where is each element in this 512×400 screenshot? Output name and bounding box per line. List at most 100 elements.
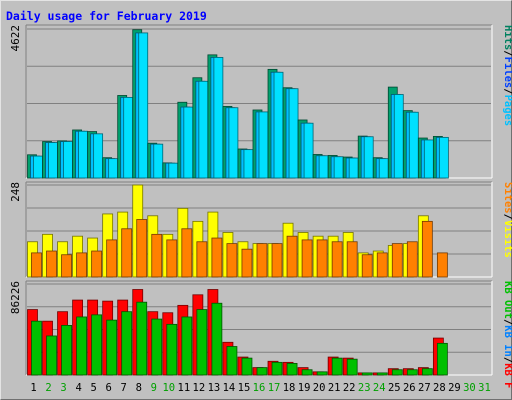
legend-entry: Pages [502, 95, 512, 127]
bar-pages [183, 106, 194, 179]
bar-sites [76, 252, 87, 278]
bar-pages [243, 149, 254, 179]
x-tick-label: 2 [45, 382, 51, 394]
x-tick-label: 20 [313, 382, 326, 394]
bar-kb-out [196, 309, 208, 376]
legend-separator: / [502, 357, 512, 363]
bar-kb-out [256, 367, 268, 376]
bar-kb-out [436, 342, 448, 376]
x-tick-label: 17 [268, 382, 281, 394]
bar-pages [123, 97, 134, 179]
bar-pages [348, 157, 359, 179]
bar-pages [393, 94, 404, 179]
x-tick-label: 24 [373, 382, 386, 394]
bar-sites [181, 228, 193, 278]
x-tick-label: 30 [463, 382, 476, 394]
bar-pages [273, 71, 284, 179]
legend-entry: KB In [502, 325, 512, 357]
bar-kb-out [421, 368, 433, 376]
legend-entry: Files [502, 57, 512, 89]
x-tick-label: 22 [343, 382, 356, 394]
x-tick-label: 8 [136, 382, 142, 394]
bar-sites [331, 241, 343, 278]
bar-kb-out [346, 358, 358, 376]
bar-kb-out [271, 361, 283, 376]
bar-kb-out [376, 372, 388, 376]
bar-pages [408, 111, 419, 179]
bar-pages [363, 136, 374, 179]
bar-kb-out [181, 316, 193, 376]
legend-entry: Sites [502, 182, 512, 214]
bar-kb-out [46, 335, 57, 376]
bar-pages [48, 142, 58, 179]
bar-sites [346, 241, 358, 278]
x-tick-label: 16 [253, 382, 266, 394]
y-max-label: 248 [9, 182, 22, 202]
bar-kb-out [61, 324, 72, 376]
bar-sites [46, 250, 57, 278]
bar-sites [121, 228, 133, 278]
bar-pages [438, 136, 449, 179]
bar-pages [93, 133, 104, 179]
bar-pages [423, 139, 434, 179]
bar-sites [421, 220, 433, 278]
bar-kb-out [76, 316, 87, 376]
bar-sites [301, 239, 313, 278]
bar-pages [33, 155, 43, 179]
legend-entry: Hits [502, 25, 512, 50]
bar-sites [136, 219, 148, 278]
bar-kb-out [226, 346, 238, 376]
bar-kb-out [286, 362, 298, 376]
legend-kbytes: KB Out/KB In/KB F [502, 281, 512, 389]
bar-sites [361, 254, 373, 278]
bar-sites [61, 254, 72, 278]
legend-separator: / [502, 88, 512, 94]
bar-kb-out [136, 301, 148, 376]
bar-sites [376, 252, 388, 278]
x-tick-label: 27 [418, 382, 431, 394]
bar-pages [288, 88, 299, 179]
bar-pages [153, 143, 164, 179]
x-axis-labels: 1 2 3 4 5 6 7 8 9 10 11 12 13 14 15 16 17 18 19 20 21 22 23 24 2… [30, 382, 490, 394]
bar-sites [166, 239, 178, 278]
y-max-label: 4622 [9, 25, 22, 52]
bar-pages [78, 130, 88, 179]
x-tick-label: 19 [298, 382, 311, 394]
bar-pages [63, 141, 73, 179]
bar-sites [106, 239, 118, 278]
x-tick-label: 12 [193, 382, 206, 394]
bar-kb-out [166, 323, 178, 376]
bar-sites [256, 243, 268, 278]
bar-sites [406, 241, 418, 278]
bar-kb-out [211, 302, 223, 376]
bar-kb-out [331, 357, 343, 376]
bar-sites [391, 243, 403, 278]
x-tick-label: 10 [162, 382, 175, 394]
bar-pages [198, 80, 209, 179]
bar-kb-out [151, 318, 163, 376]
x-tick-label: 18 [283, 382, 296, 394]
legend-hits: Hits/Files/Pages [502, 25, 512, 126]
x-tick-label: 14 [223, 382, 236, 394]
bar-sites [241, 248, 253, 278]
x-tick-label: 26 [403, 382, 416, 394]
bar-kb-out [121, 311, 133, 376]
legend-entry: KB Out [502, 281, 512, 319]
bar-sites [271, 243, 283, 278]
bar-kb-out [31, 320, 42, 376]
x-tick-label: 11 [178, 382, 191, 394]
bar-kb-out [301, 369, 313, 376]
bar-sites [316, 239, 328, 278]
x-tick-label: 1 [30, 382, 36, 394]
bar-sites [226, 243, 238, 278]
legend-entry: Visits [502, 220, 512, 258]
x-tick-label: 13 [208, 382, 221, 394]
legend-separator: / [502, 50, 512, 56]
bar-kb-out [361, 372, 373, 376]
legend-visits: Sites/Visits [502, 182, 512, 258]
bar-pages [228, 107, 239, 179]
x-tick-label: 6 [106, 382, 112, 394]
